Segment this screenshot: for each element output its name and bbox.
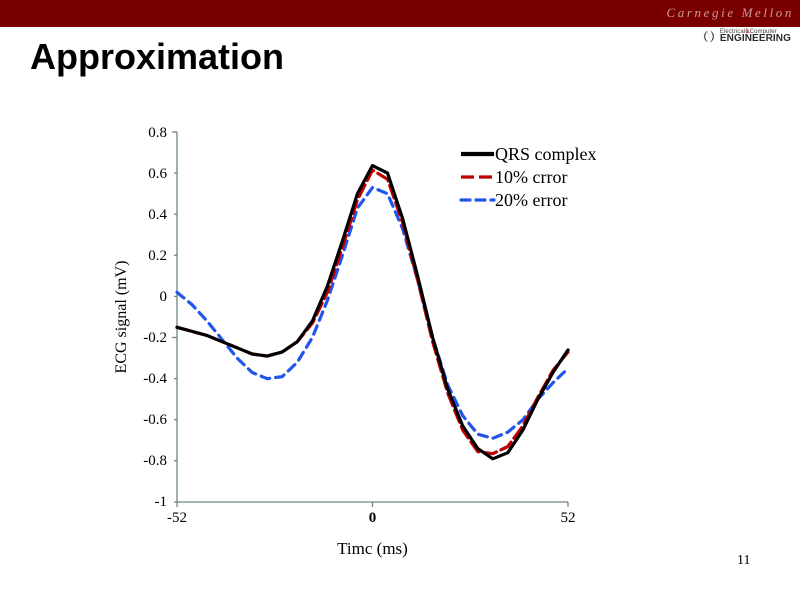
svg-text:-52: -52 bbox=[167, 510, 187, 526]
svg-text:-1: -1 bbox=[155, 494, 168, 510]
svg-text:0.2: 0.2 bbox=[148, 248, 167, 264]
svg-text:QRS complex: QRS complex bbox=[495, 144, 597, 164]
svg-text:-0.6: -0.6 bbox=[143, 412, 167, 428]
svg-text:ECG signal (mV): ECG signal (mV) bbox=[113, 261, 130, 374]
svg-text:0.8: 0.8 bbox=[148, 125, 167, 141]
svg-text:0.6: 0.6 bbox=[148, 166, 167, 182]
svg-text:20% error: 20% error bbox=[495, 190, 567, 210]
svg-text:Timc (ms): Timc (ms) bbox=[337, 539, 408, 558]
svg-text:0.4: 0.4 bbox=[148, 207, 167, 223]
svg-text:-0.2: -0.2 bbox=[143, 330, 167, 346]
svg-text:-0.4: -0.4 bbox=[143, 371, 167, 387]
svg-text:-0.8: -0.8 bbox=[143, 453, 167, 469]
svg-text:52: 52 bbox=[561, 510, 576, 526]
svg-text:0: 0 bbox=[160, 289, 168, 305]
svg-text:0: 0 bbox=[369, 510, 377, 526]
svg-text:10% crror: 10% crror bbox=[495, 167, 567, 187]
